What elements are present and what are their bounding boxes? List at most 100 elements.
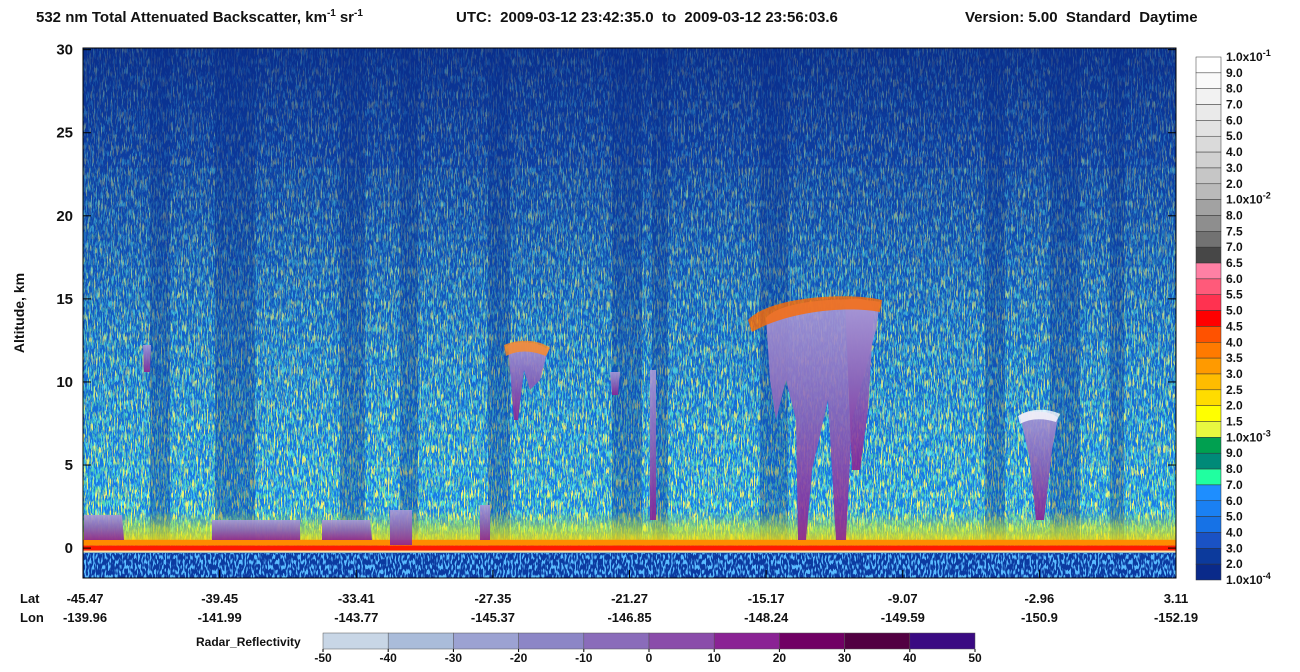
colorbar-box [1195, 183, 1222, 200]
cloud [322, 520, 372, 540]
colorbar-box [1195, 199, 1222, 216]
colorbar-box [1195, 342, 1222, 359]
cloud [610, 372, 620, 395]
y-tick-label: 5 [65, 457, 73, 474]
title-version: Version: 5.00 Standard Daytime [965, 9, 1198, 26]
colorbar-box [1195, 151, 1222, 169]
lat-tick-label: -27.35 [474, 591, 511, 606]
colorbar-label: 4.0 [1226, 525, 1243, 539]
shadow-streak [215, 48, 255, 549]
radar-box [518, 632, 585, 650]
lat-label: Lat [20, 591, 40, 606]
colorbar-label: 2.0 [1226, 399, 1243, 413]
lon-tick-label: -139.96 [63, 610, 107, 625]
axes: 051015202530LatLon-45.47-139.96-39.45-14… [20, 42, 1271, 665]
colorbar-label: 8.0 [1226, 208, 1243, 222]
surface-line [83, 550, 1176, 553]
colorbar-box [1195, 310, 1222, 327]
colorbar-label: 1.0x10-2 [1226, 191, 1271, 207]
chart-title: 532 nm Total Attenuated Backscatter, km -… [36, 8, 363, 26]
radar-tick-label: 40 [903, 651, 917, 665]
colorbar-label: 6.5 [1226, 256, 1243, 270]
cloud [143, 345, 151, 372]
colorbar-box [1195, 421, 1222, 438]
radar-tick-label: -10 [575, 651, 593, 665]
colorbar-label: 3.5 [1226, 351, 1243, 365]
y-tick-label: 0 [65, 540, 73, 557]
cloud-top [504, 340, 550, 356]
colorbar-box [1195, 278, 1222, 295]
lat-tick-label: -21.27 [611, 591, 648, 606]
radar-tick-label: 50 [968, 651, 982, 665]
surface-orange [83, 539, 1176, 546]
colorbar-label: 4.0 [1226, 145, 1243, 159]
colorbar-label-base: 1.0x10 [1226, 193, 1263, 207]
cloud [390, 510, 412, 545]
lat-tick-label: -39.45 [201, 591, 238, 606]
colorbar-label: 5.0 [1226, 304, 1243, 318]
cloud [650, 370, 656, 520]
colorbar-label: 9.0 [1226, 66, 1243, 80]
lat-tick-label: -2.96 [1025, 591, 1055, 606]
colorbar-label: 4.0 [1226, 335, 1243, 349]
colorbar-box [1195, 437, 1222, 454]
colorbar-label: 8.0 [1226, 462, 1243, 476]
radar-tick-label: 10 [708, 651, 722, 665]
colorbar-box [1195, 262, 1222, 280]
colorbar-box [1195, 484, 1222, 502]
colorbar-label: 5.0 [1226, 510, 1243, 524]
lon-tick-label: -152.19 [1154, 610, 1198, 625]
colorbar-box [1195, 120, 1222, 137]
lon-tick-label: -141.99 [198, 610, 242, 625]
colorbar-label: 6.0 [1226, 494, 1243, 508]
title-unit2-exp: -1 [354, 8, 363, 19]
colorbar-label: 1.0x10-4 [1226, 571, 1271, 587]
colorbar-label: 7.5 [1226, 224, 1243, 238]
colorbar-box [1195, 167, 1222, 185]
colorbar-label: 7.0 [1226, 98, 1243, 112]
colorbar-box [1195, 373, 1222, 391]
lon-tick-label: -148.24 [744, 610, 789, 625]
cloud [84, 515, 124, 540]
shadow-streak [340, 48, 365, 549]
lat-tick-label: 3.11 [1164, 591, 1189, 606]
colorbar-box [1195, 516, 1222, 533]
colorbar-label: 3.0 [1226, 367, 1243, 381]
radar-tick-label: -30 [445, 651, 463, 665]
colorbar-label: 4.5 [1226, 319, 1243, 333]
colorbar-box [1195, 56, 1222, 74]
radar-tick-label: -50 [314, 651, 332, 665]
radar-box [844, 632, 911, 650]
cloud [508, 342, 548, 420]
title-utc: UTC: 2009-03-12 23:42:35.0 to 2009-03-12… [456, 9, 838, 26]
y-tick-label: 20 [56, 208, 73, 225]
lon-tick-label: -150.9 [1021, 610, 1058, 625]
radar-tick-label: -40 [380, 651, 398, 665]
cloud [212, 520, 300, 540]
lon-tick-label: -149.59 [881, 610, 925, 625]
lon-tick-label: -146.85 [607, 610, 651, 625]
title-text: 532 nm Total Attenuated Backscatter, km [36, 9, 327, 26]
colorbar-box [1195, 231, 1222, 248]
colorbar-label: 3.0 [1226, 541, 1243, 555]
colorbar-box [1195, 135, 1222, 153]
colorbar-box [1195, 389, 1222, 406]
colorbar-box [1195, 294, 1222, 311]
lon-tick-label: -143.77 [334, 610, 378, 625]
colorbar-box [1195, 405, 1222, 422]
lat-tick-label: -45.47 [67, 591, 104, 606]
colorbar-label: 7.0 [1226, 478, 1243, 492]
cloud [1020, 411, 1058, 520]
shadow-streak [612, 48, 642, 549]
colorbar-box [1195, 532, 1222, 549]
shadow-streak [760, 48, 788, 549]
cloud-top [1018, 409, 1060, 424]
noise-yellow [83, 48, 1176, 549]
curtain [83, 48, 1176, 578]
radar-tick-label: 30 [838, 651, 852, 665]
colorbar-label: 6.0 [1226, 113, 1243, 127]
colorbar-label: 8.0 [1226, 82, 1243, 96]
colorbar-label: 1.0x10-3 [1226, 428, 1271, 444]
